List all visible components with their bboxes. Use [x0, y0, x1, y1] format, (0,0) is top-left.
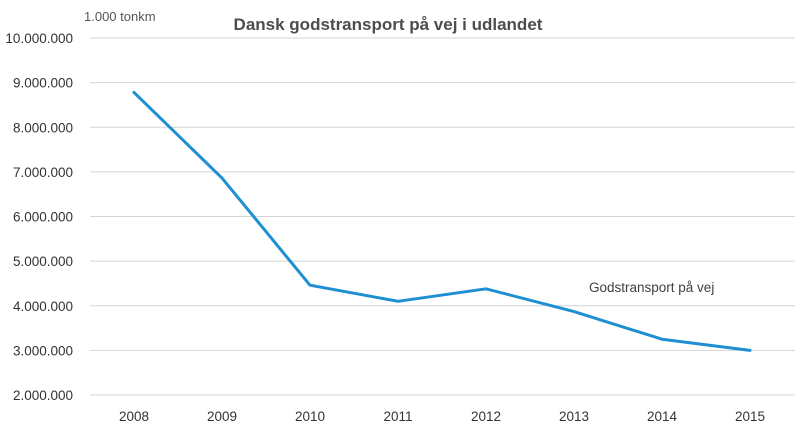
x-tick-label: 2014	[647, 409, 678, 424]
y-tick-label: 3.000.000	[13, 343, 73, 358]
x-axis-ticks: 2008 2009 2010 2011 2012 2013 2014 2015	[119, 409, 765, 424]
y-tick-label: 4.000.000	[13, 299, 73, 314]
x-tick-label: 2013	[559, 409, 589, 424]
chart-title: Dansk godstransport på vej i udlandet	[234, 15, 543, 34]
y-axis-unit-label: 1.000 tonkm	[84, 9, 156, 24]
y-tick-label: 10.000.000	[5, 31, 73, 46]
x-tick-label: 2011	[383, 409, 412, 424]
series-layer	[132, 90, 752, 352]
x-tick-label: 2015	[735, 409, 765, 424]
x-tick-label: 2012	[471, 409, 501, 424]
y-tick-label: 6.000.000	[13, 210, 73, 225]
series-line	[132, 90, 752, 352]
y-tick-label: 9.000.000	[13, 76, 73, 91]
y-axis-ticks: 2.000.000 3.000.000 4.000.000 5.000.000 6.00…	[5, 31, 73, 403]
y-tick-label: 2.000.000	[13, 388, 73, 403]
x-tick-label: 2008	[119, 409, 149, 424]
gridlines	[90, 37, 795, 396]
series-label: Godstransport på vej	[589, 280, 714, 295]
x-tick-label: 2009	[207, 409, 237, 424]
y-tick-label: 5.000.000	[13, 254, 73, 269]
x-tick-label: 2010	[295, 409, 325, 424]
y-tick-label: 8.000.000	[13, 120, 73, 135]
y-tick-label: 7.000.000	[13, 165, 73, 180]
